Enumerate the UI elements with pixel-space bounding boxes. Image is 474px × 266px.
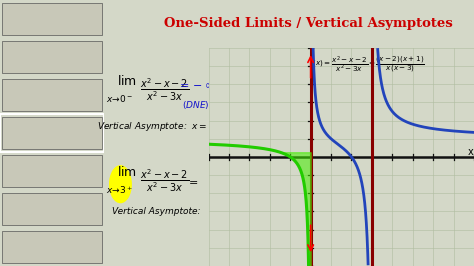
Bar	[2, 3, 102, 35]
Text: $(DNE)$: $(DNE)$	[182, 99, 210, 111]
Bar	[2, 117, 102, 149]
Text: One-Sided Limits / Vertical Asymptotes: One-Sided Limits / Vertical Asymptotes	[164, 18, 453, 30]
Text: Vertical Asymptote:: Vertical Asymptote:	[112, 207, 201, 216]
Text: x: x	[468, 147, 474, 157]
Text: $=-\infty$: $=-\infty$	[177, 80, 215, 90]
Text: $x\!\to\!0^-$: $x\!\to\!0^-$	[106, 93, 134, 103]
Text: $x\!\to\!3^+$: $x\!\to\!3^+$	[106, 184, 134, 196]
Bar	[2, 231, 102, 263]
Text: $\lim$: $\lim$	[117, 74, 137, 88]
Text: $=$: $=$	[186, 176, 198, 186]
Text: $f(x)=\dfrac{x^2-x-2}{x^2-3x}=\dfrac{(x-2)(x+1)}{x(x-3)}$: $f(x)=\dfrac{x^2-x-2}{x^2-3x}=\dfrac{(x-…	[310, 55, 425, 74]
Bar	[2, 193, 102, 225]
Bar	[2, 41, 102, 73]
Bar	[2, 155, 102, 187]
Bar	[2, 79, 102, 111]
Text: $\dfrac{x^2-x-2}{x^2-3x}$: $\dfrac{x^2-x-2}{x^2-3x}$	[140, 76, 189, 103]
Bar	[0, 114, 104, 152]
Text: Vertical Asymptote:  $x=0$: Vertical Asymptote: $x=0$	[97, 120, 216, 133]
Text: $\lim$: $\lim$	[117, 165, 137, 179]
Text: $\dfrac{x^2-x-2}{x^2-3x}$: $\dfrac{x^2-x-2}{x^2-3x}$	[140, 168, 189, 194]
Ellipse shape	[109, 165, 132, 203]
